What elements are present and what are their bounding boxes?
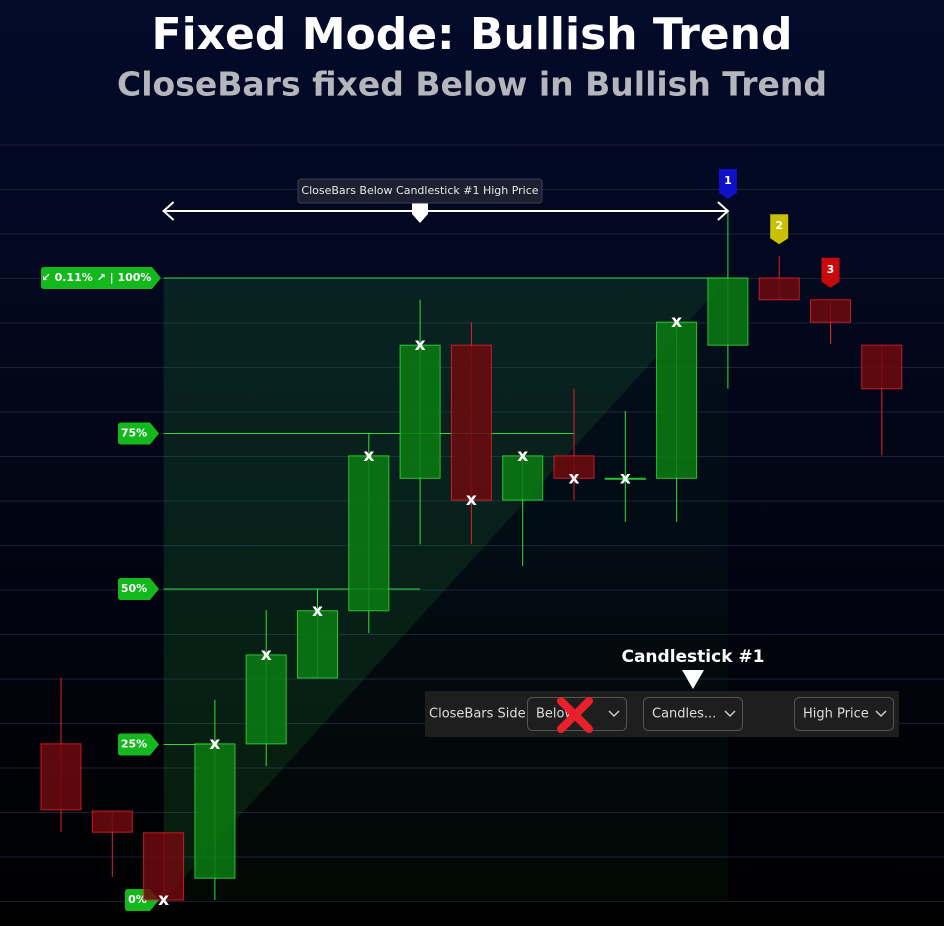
anchor-label: Candlestick #1 [621, 647, 764, 667]
level-label: 50% [121, 582, 147, 595]
pin [770, 214, 789, 245]
close-marker: x [312, 601, 323, 621]
candle-body [450, 344, 492, 501]
level-tag [118, 578, 159, 600]
plot: 0% 25% 50% 75% ↙ 0.11% ↗ | 100% x x x x x x x x x x x 1 2… [40, 168, 903, 911]
candle-body [502, 455, 544, 501]
close-marker: x [209, 734, 220, 754]
candle-body [348, 455, 390, 612]
candle-body [604, 477, 646, 480]
level-label: 25% [121, 738, 147, 751]
reference-value: Candles... [652, 707, 716, 722]
candle-body [40, 743, 82, 811]
candle-body [553, 455, 595, 479]
close-marker: x [620, 468, 631, 488]
candle-body [399, 344, 441, 479]
candle-body [143, 832, 185, 901]
candle-body [194, 743, 236, 879]
close-marker: x [261, 645, 272, 665]
price-value: High Price [803, 707, 869, 722]
close-marker: x [671, 312, 682, 332]
close-marker: x [158, 890, 169, 910]
anchor-pointer [682, 670, 704, 689]
close-marker: x [569, 468, 580, 488]
pin-label: 2 [775, 219, 783, 232]
candle-body [707, 277, 749, 346]
candle-body [91, 810, 133, 833]
panel-label: CloseBars Side [429, 707, 526, 722]
subtitle: CloseBars fixed Below in Bullish Trend [117, 65, 827, 104]
level-tag [41, 267, 161, 289]
settings-panel: CloseBars Side Below Candles... High Pri… [425, 691, 899, 737]
level-tag [118, 733, 159, 756]
candle-body [297, 610, 338, 679]
close-marker: x [517, 446, 528, 466]
pin-label: 1 [724, 174, 732, 187]
chevron [875, 710, 887, 718]
pin-label: 3 [827, 263, 835, 276]
chevron [724, 710, 736, 718]
close-marker: x [415, 335, 426, 355]
cross-icon [557, 697, 593, 733]
arrow-head [717, 201, 730, 221]
tooltip-bg [297, 178, 543, 204]
title: Fixed Mode: Bullish Trend [152, 9, 793, 60]
chevron [608, 710, 620, 718]
close-marker: x [466, 490, 477, 510]
close-marker: x [363, 446, 374, 466]
level-label: 0% [128, 893, 147, 906]
candle-body [758, 277, 800, 301]
candle-body [861, 344, 903, 390]
candle-body [810, 299, 851, 323]
arrow-head [162, 201, 175, 221]
level-label: ↙ 0.11% ↗ | 100% [42, 271, 152, 284]
candle-body [245, 654, 287, 745]
level-label: 75% [121, 427, 147, 440]
range-area [163, 278, 728, 900]
arrow-pointer [412, 198, 428, 223]
level-tag [118, 422, 159, 445]
candle-body [656, 321, 698, 479]
pin [821, 257, 840, 288]
price-dropdown[interactable] [794, 697, 894, 731]
range-annotation: CloseBars Below Candlestick #1 High Pric… [301, 184, 538, 197]
pin [718, 168, 737, 199]
reference-dropdown[interactable] [643, 697, 743, 731]
